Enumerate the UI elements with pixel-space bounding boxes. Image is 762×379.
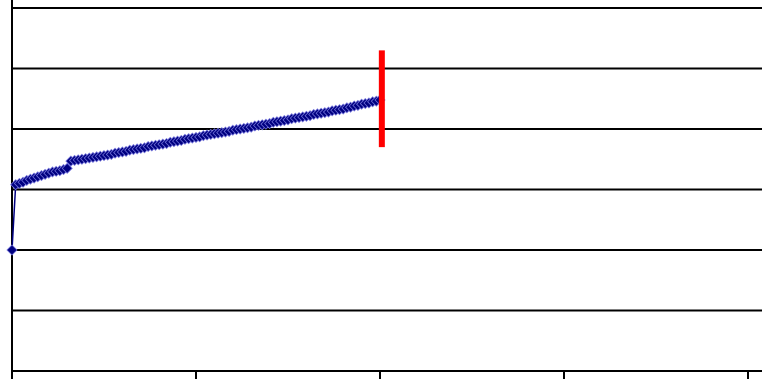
series-line bbox=[11, 99, 381, 251]
gridlines bbox=[12, 7, 762, 312]
series-path bbox=[11, 99, 381, 251]
data-point bbox=[61, 162, 73, 174]
data-points bbox=[6, 94, 386, 256]
axes bbox=[11, 0, 762, 379]
data-point bbox=[6, 244, 18, 256]
